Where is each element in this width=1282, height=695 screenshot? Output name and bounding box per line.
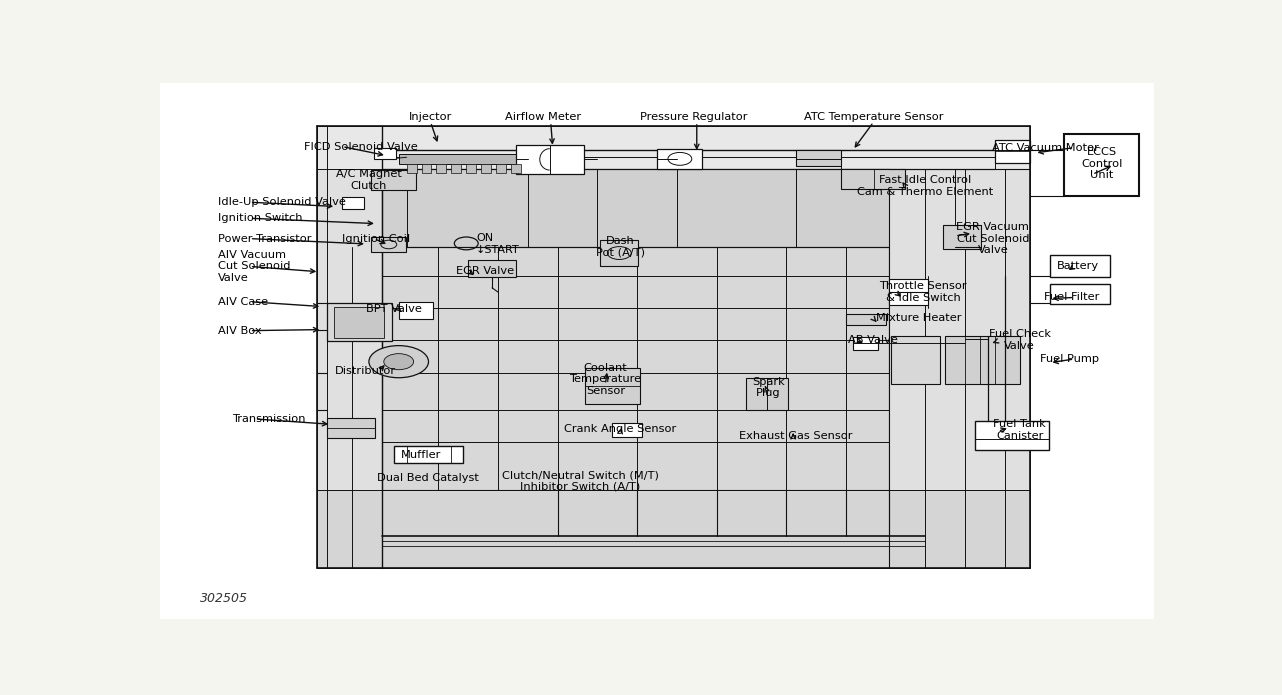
Bar (481, 164, 491, 173)
Text: Ignition Coil: Ignition Coil (342, 234, 410, 243)
Bar (317, 490, 1029, 568)
Bar (327, 303, 392, 341)
Text: Power Transistor: Power Transistor (218, 234, 312, 243)
Bar (382, 169, 888, 490)
Bar (515, 145, 583, 174)
Text: ECCS
Control
Unit: ECCS Control Unit (1082, 147, 1123, 180)
Bar (399, 154, 528, 163)
Text: ATC Temperature Sensor: ATC Temperature Sensor (804, 112, 944, 122)
Bar (600, 240, 638, 266)
Bar (342, 197, 364, 209)
Bar (436, 164, 446, 173)
Text: Fuel Pump: Fuel Pump (1040, 354, 1099, 364)
Text: Dash
Pot (A/T): Dash Pot (A/T) (596, 236, 645, 257)
Bar (451, 164, 462, 173)
Text: Airflow Meter: Airflow Meter (505, 112, 581, 122)
Text: Fuel Tank
Canister: Fuel Tank Canister (994, 419, 1046, 441)
Bar (965, 338, 987, 352)
Text: Exhaust Gas Sensor: Exhaust Gas Sensor (740, 430, 853, 441)
Text: ATC Vacuum Motor: ATC Vacuum Motor (992, 142, 1099, 153)
Text: Clutch/Neutral Switch (M/T)
Inhibitor Switch (A/T): Clutch/Neutral Switch (M/T) Inhibitor Sw… (503, 471, 659, 492)
Bar (1050, 284, 1110, 304)
Bar (888, 279, 928, 306)
Bar (746, 378, 788, 410)
Text: Fuel Check
Valve: Fuel Check Valve (988, 329, 1051, 351)
Bar (317, 126, 1029, 169)
Bar (995, 140, 1029, 163)
Text: AIV Vacuum
Cut Solenoid
Valve: AIV Vacuum Cut Solenoid Valve (218, 250, 291, 283)
Circle shape (369, 345, 428, 378)
Bar (853, 336, 878, 350)
Text: Dual Bed Catalyst: Dual Bed Catalyst (377, 473, 478, 483)
Bar (613, 423, 642, 436)
Bar (406, 164, 417, 173)
Text: Fuel Filter: Fuel Filter (1044, 293, 1099, 302)
Text: BPT Valve: BPT Valve (365, 304, 422, 314)
Text: Ignition Switch: Ignition Switch (218, 213, 303, 223)
Text: 302505: 302505 (200, 592, 247, 605)
Bar (945, 336, 1019, 384)
Text: EGR Valve: EGR Valve (456, 265, 514, 276)
Bar (974, 420, 1050, 450)
Bar (944, 225, 981, 250)
Text: EGR Vacuum
Cut Solenoid
Valve: EGR Vacuum Cut Solenoid Valve (956, 222, 1029, 255)
Text: AB Valve: AB Valve (847, 335, 897, 345)
Text: A/C Magnet
Clutch: A/C Magnet Clutch (336, 169, 401, 190)
Text: Spark
Plug: Spark Plug (753, 377, 785, 398)
Text: Crank Angle Sensor: Crank Angle Sensor (564, 423, 677, 434)
Bar (1050, 254, 1110, 277)
Text: Idle-Up Solenoid Valve: Idle-Up Solenoid Valve (218, 197, 346, 207)
Bar (467, 164, 476, 173)
Text: Pressure Regulator: Pressure Regulator (640, 112, 747, 122)
Text: Transmission: Transmission (232, 414, 305, 424)
Text: AIV Box: AIV Box (218, 326, 262, 336)
Bar (335, 306, 383, 338)
Text: Muffler: Muffler (401, 450, 442, 460)
Bar (399, 302, 433, 319)
Text: ON
↓START: ON ↓START (476, 233, 520, 255)
Bar (317, 126, 382, 568)
Text: Fast Idle Control
Cam & Thermo Element: Fast Idle Control Cam & Thermo Element (858, 175, 994, 197)
Bar (394, 446, 463, 464)
Text: Battery: Battery (1058, 261, 1099, 272)
Bar (468, 260, 515, 277)
Bar (370, 170, 415, 190)
Bar (370, 237, 405, 252)
Bar (1064, 134, 1138, 196)
Text: FICD Solenoid Valve: FICD Solenoid Valve (304, 142, 418, 152)
Bar (891, 336, 940, 384)
Bar (846, 313, 886, 325)
Text: Coolant
Temperature
Sensor: Coolant Temperature Sensor (569, 363, 641, 396)
Bar (327, 418, 374, 439)
Text: AIV Case: AIV Case (218, 297, 268, 306)
Text: Throttle Sensor
& Idle Switch: Throttle Sensor & Idle Switch (879, 281, 967, 303)
Bar (586, 368, 640, 404)
Bar (512, 164, 520, 173)
Bar (656, 149, 701, 169)
Bar (796, 150, 841, 166)
Bar (841, 169, 905, 189)
Text: Injector: Injector (409, 112, 453, 122)
Bar (382, 169, 888, 247)
Text: Mixture Heater: Mixture Heater (876, 313, 962, 322)
Bar (374, 147, 396, 159)
Bar (888, 169, 1029, 490)
Text: Distributor: Distributor (336, 366, 396, 376)
Bar (422, 164, 432, 173)
Circle shape (383, 354, 414, 370)
Bar (496, 164, 506, 173)
